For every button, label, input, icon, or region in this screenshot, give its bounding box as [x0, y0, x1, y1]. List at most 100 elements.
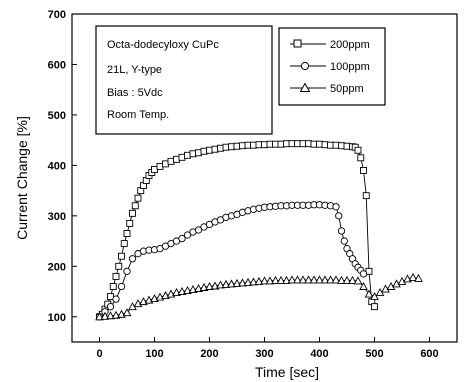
data-point: [122, 308, 132, 317]
data-point: [112, 295, 120, 303]
y-tick-label: 600: [48, 59, 66, 71]
y-axis-title: Current Change [%]: [14, 116, 30, 240]
data-point: [123, 230, 131, 237]
info-box-frame: [95, 25, 273, 135]
data-point: [238, 278, 247, 287]
info-line-1: Octa-dodecyloxy CuPc: [107, 39, 219, 51]
data-point: [282, 275, 291, 284]
data-point: [128, 255, 137, 263]
data-point: [216, 280, 225, 289]
data-point: [298, 275, 308, 284]
data-point: [332, 203, 340, 211]
y-tick-label: 400: [48, 160, 66, 172]
data-point: [123, 267, 131, 276]
data-point: [370, 292, 379, 301]
data-point: [364, 289, 374, 298]
data-point: [271, 275, 280, 284]
data-point: [249, 277, 258, 286]
data-point: [287, 275, 297, 284]
y-tick-label: 300: [48, 211, 66, 223]
data-point: [353, 276, 363, 285]
data-point: [221, 279, 231, 288]
data-point: [381, 284, 390, 293]
data-point: [397, 276, 407, 285]
data-point: [205, 281, 214, 290]
x-tick-label: 0: [96, 348, 102, 360]
y-tick-label: 700: [48, 9, 66, 21]
data-point: [126, 219, 134, 227]
legend-marker-circle: [300, 61, 310, 71]
series-line-100ppm: [99, 204, 364, 318]
data-point: [254, 276, 264, 285]
data-point: [335, 212, 343, 220]
data-point: [304, 275, 313, 284]
data-point: [359, 270, 368, 278]
x-tick-label: 600: [420, 348, 438, 360]
data-point: [183, 231, 192, 239]
data-point: [95, 312, 104, 321]
series-layer: [95, 140, 423, 321]
info-line-4: Room Temp.: [107, 109, 169, 121]
data-point: [120, 240, 128, 248]
legend-label-200ppm: 200ppm: [330, 39, 370, 51]
data-point: [408, 272, 418, 281]
data-point: [227, 279, 236, 288]
data-point: [342, 275, 352, 284]
data-point: [293, 275, 302, 284]
data-point: [340, 237, 348, 245]
x-tick-label: 300: [255, 348, 273, 360]
axis-ticks: 0 100 200 300 400 500 600 100 200 300 400 500 600 700: [48, 9, 439, 360]
data-point: [243, 277, 253, 286]
data-point: [331, 275, 341, 284]
data-point: [309, 275, 319, 284]
data-point: [232, 278, 242, 287]
x-axis-title: Time [sec]: [255, 364, 319, 380]
data-point: [326, 275, 335, 284]
series-50ppm: [95, 272, 423, 321]
info-line-2: 21L, Y-type: [107, 64, 162, 76]
data-point: [131, 202, 139, 210]
series-line-200ppm: [99, 143, 375, 318]
data-point: [109, 283, 117, 290]
y-tick-label: 100: [48, 312, 66, 324]
data-point: [337, 227, 346, 235]
x-tick-label: 100: [145, 348, 163, 360]
data-point: [362, 192, 370, 200]
data-point: [337, 275, 346, 284]
info-line-3: Bias : 5Vdc: [107, 87, 163, 99]
data-point: [194, 226, 203, 234]
data-point: [348, 275, 357, 284]
data-point: [115, 262, 123, 270]
legend: 200ppm 100ppm 50ppm: [278, 27, 386, 106]
data-point: [260, 276, 269, 285]
x-tick-label: 400: [310, 348, 328, 360]
data-point: [354, 146, 362, 154]
data-point: [118, 252, 125, 260]
data-point: [106, 303, 115, 311]
y-tick-label: 500: [48, 110, 66, 122]
data-point: [392, 279, 401, 288]
series-200ppm: [96, 140, 378, 321]
x-tick-label: 500: [365, 348, 383, 360]
data-point: [276, 275, 286, 284]
data-point: [265, 276, 275, 285]
data-point: [112, 272, 120, 280]
legend-marker-triangle: [299, 82, 311, 92]
data-point: [359, 281, 368, 290]
data-point: [106, 311, 115, 320]
data-point: [134, 194, 142, 202]
legend-label-50ppm: 50ppm: [330, 83, 364, 95]
data-point: [386, 281, 396, 290]
data-point: [320, 275, 330, 284]
data-point: [129, 209, 136, 217]
info-box: Octa-dodecyloxy CuPc 21L, Y-type Bias : …: [95, 25, 273, 135]
data-point: [371, 303, 378, 311]
y-tick-label: 200: [48, 261, 66, 273]
data-point: [357, 154, 365, 162]
x-tick-label: 200: [200, 348, 218, 360]
legend-label-100ppm: 100ppm: [330, 61, 370, 73]
data-point: [178, 234, 186, 243]
data-point: [315, 275, 324, 284]
data-point: [414, 273, 423, 282]
